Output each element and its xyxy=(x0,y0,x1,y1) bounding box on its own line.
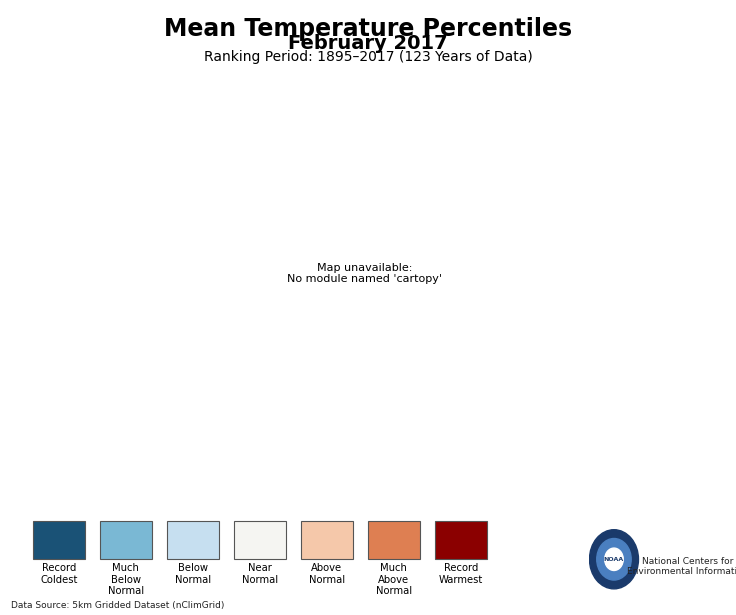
Bar xyxy=(435,521,486,559)
Text: Data Source: 5km Gridded Dataset (nClimGrid): Data Source: 5km Gridded Dataset (nClimG… xyxy=(11,601,224,610)
Text: NOAA: NOAA xyxy=(604,557,624,561)
Text: Below
Normal: Below Normal xyxy=(174,563,211,585)
Text: February 2017: February 2017 xyxy=(289,34,447,54)
Text: Much
Above
Normal: Much Above Normal xyxy=(376,563,412,597)
Circle shape xyxy=(605,548,623,571)
Bar xyxy=(167,521,219,559)
Circle shape xyxy=(597,539,631,580)
Text: Above
Normal: Above Normal xyxy=(308,563,345,585)
Text: Ranking Period: 1895–2017 (123 Years of Data): Ranking Period: 1895–2017 (123 Years of … xyxy=(204,50,532,65)
Bar xyxy=(368,521,420,559)
Circle shape xyxy=(590,530,639,589)
Text: Mean Temperature Percentiles: Mean Temperature Percentiles xyxy=(164,17,572,41)
Bar xyxy=(100,521,152,559)
Text: Map unavailable:
No module named 'cartopy': Map unavailable: No module named 'cartop… xyxy=(287,263,442,285)
Bar xyxy=(234,521,286,559)
Text: National Centers for
Environmental Information: National Centers for Environmental Infor… xyxy=(628,557,736,576)
Bar xyxy=(33,521,85,559)
Text: Near
Normal: Near Normal xyxy=(241,563,278,585)
Bar xyxy=(301,521,353,559)
Text: Record
Warmest: Record Warmest xyxy=(439,563,483,585)
Text: Record
Coldest: Record Coldest xyxy=(40,563,77,585)
Text: Much
Below
Normal: Much Below Normal xyxy=(107,563,144,597)
